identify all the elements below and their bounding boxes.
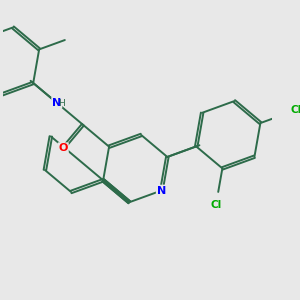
Text: Cl: Cl [290,105,300,115]
Text: Cl: Cl [210,200,221,210]
Text: H: H [58,99,65,108]
Text: O: O [58,143,68,153]
Text: N: N [157,186,166,196]
Text: N: N [52,98,62,108]
